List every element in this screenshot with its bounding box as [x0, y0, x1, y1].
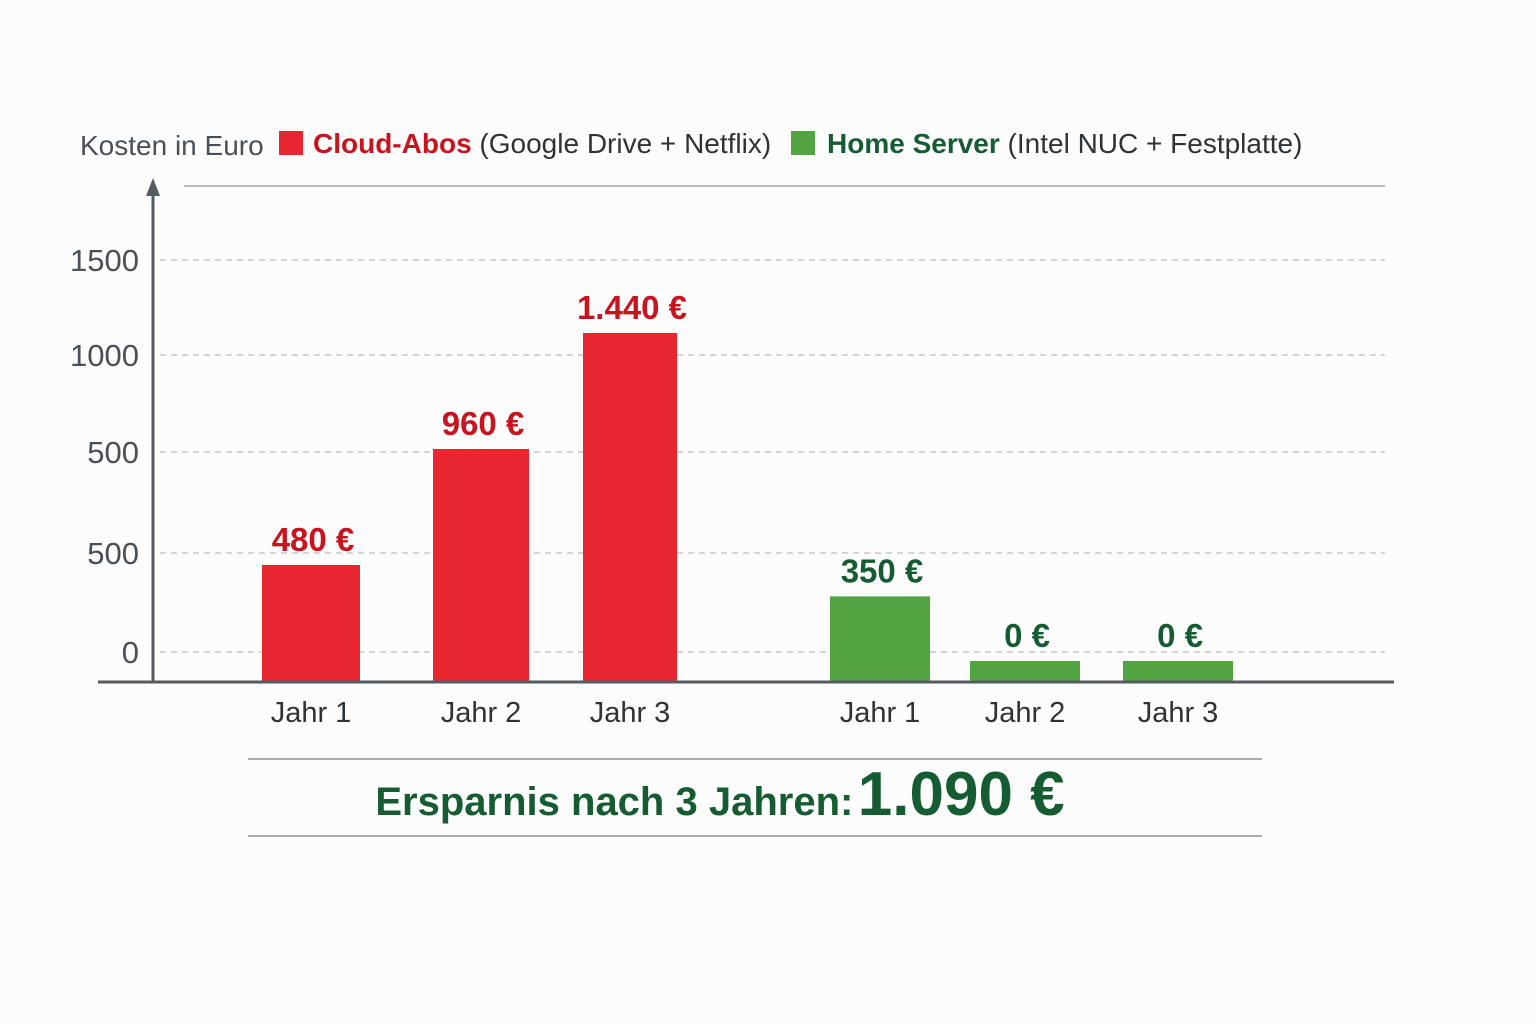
x-category-label: Jahr 2 [441, 697, 522, 729]
legend-detail-home-server: (Intel NUC + Festplatte) [1008, 128, 1303, 159]
legend-detail-cloud: (Google Drive + Netflix) [479, 128, 771, 159]
savings-text: Ersparnis nach 3 Jahren: [375, 780, 853, 824]
savings-value: 1.090 € [858, 760, 1065, 829]
bar-home-server-2 [970, 661, 1080, 681]
x-category-label: Jahr 1 [271, 697, 352, 729]
svg-text:Home Server (Intel NUC + F: Home Server (Intel NUC + Festplatte) [827, 128, 1302, 159]
svg-text:Cloud-Abos (Google Drive +: Cloud-Abos (Google Drive + Netflix) [313, 128, 771, 159]
x-category-label: Jahr 1 [840, 697, 921, 729]
data-label: 0 € [1004, 617, 1050, 654]
y-tick-label: 0 [122, 635, 139, 670]
y-tick-label: 500 [87, 435, 139, 470]
y-axis-label: Kosten in Euro [80, 130, 264, 161]
y-axis-arrow-icon [146, 178, 160, 196]
bar-cloud-2 [433, 449, 529, 681]
y-tick-label: 500 [87, 536, 139, 571]
legend-swatch-home-server [791, 131, 815, 155]
bar-cloud-3 [583, 333, 677, 681]
x-category-label: Jahr 2 [985, 697, 1066, 729]
data-label: 350 € [841, 552, 924, 589]
data-label: 1.440 € [577, 289, 687, 326]
savings-annotation: Ersparnis nach 3 Jahren: 1.090 € [375, 760, 1064, 829]
data-label: 960 € [442, 405, 525, 442]
bar-home-server-3 [1123, 661, 1233, 681]
bar-cloud-1 [262, 565, 360, 681]
data-label: 0 € [1157, 617, 1203, 654]
y-tick-label: 1500 [70, 243, 139, 278]
legend-name-home-server: Home Server [827, 128, 1000, 159]
legend-name-cloud: Cloud-Abos [313, 128, 472, 159]
y-tick-label: 1000 [70, 338, 139, 373]
x-category-label: Jahr 3 [1138, 697, 1219, 729]
data-label: 480 € [272, 521, 355, 558]
x-category-label: Jahr 3 [590, 697, 671, 729]
bar-home-server-1 [830, 596, 930, 681]
legend-swatch-cloud [279, 131, 303, 155]
